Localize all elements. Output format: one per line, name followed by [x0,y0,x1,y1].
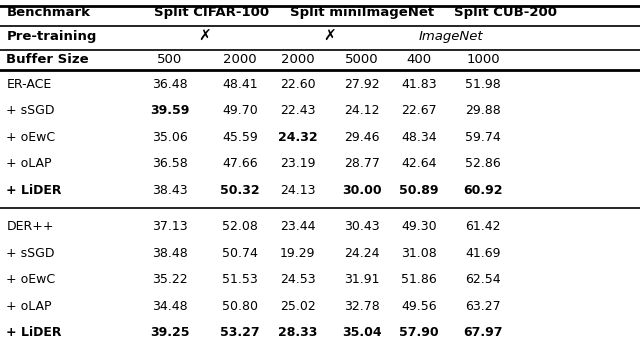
Text: 57.90: 57.90 [399,326,439,337]
Text: 24.53: 24.53 [280,273,316,286]
Text: 48.41: 48.41 [222,78,258,91]
Text: Buffer Size: Buffer Size [6,53,89,66]
Text: 23.19: 23.19 [280,157,316,171]
Text: 25.02: 25.02 [280,300,316,313]
Text: 45.59: 45.59 [222,131,258,144]
Text: 35.04: 35.04 [342,326,381,337]
Text: 50.89: 50.89 [399,184,439,197]
Text: 34.48: 34.48 [152,300,188,313]
Text: 42.64: 42.64 [401,157,437,171]
Text: 51.86: 51.86 [401,273,437,286]
Text: 24.13: 24.13 [280,184,316,197]
Text: 22.43: 22.43 [280,104,316,117]
Text: 51.98: 51.98 [465,78,501,91]
Text: 23.44: 23.44 [280,220,316,233]
Text: 67.97: 67.97 [463,326,503,337]
Text: + sSGD: + sSGD [6,104,55,117]
Text: ImageNet: ImageNet [419,30,483,43]
Text: 5000: 5000 [345,53,378,66]
Text: Split CIFAR-100: Split CIFAR-100 [154,6,269,19]
Text: + LiDER: + LiDER [6,184,62,197]
Text: 2000: 2000 [281,53,314,66]
Text: 50.80: 50.80 [222,300,258,313]
Text: 52.08: 52.08 [222,220,258,233]
Text: 35.06: 35.06 [152,131,188,144]
Text: Split miniImageNet: Split miniImageNet [289,6,434,19]
Text: 36.58: 36.58 [152,157,188,171]
Text: 19.29: 19.29 [280,247,316,259]
Text: 30.43: 30.43 [344,220,380,233]
Text: 51.53: 51.53 [222,273,258,286]
Text: 49.70: 49.70 [222,104,258,117]
Text: + oEwC: + oEwC [6,273,56,286]
Text: 29.88: 29.88 [465,104,501,117]
Text: 500: 500 [157,53,182,66]
Text: 28.33: 28.33 [278,326,317,337]
Text: ER-ACE: ER-ACE [6,78,52,91]
Text: 22.67: 22.67 [401,104,437,117]
Text: 1000: 1000 [467,53,500,66]
Text: ✗: ✗ [198,29,211,44]
Text: 37.13: 37.13 [152,220,188,233]
Text: 50.74: 50.74 [222,247,258,259]
Text: 24.24: 24.24 [344,247,380,259]
Text: 41.83: 41.83 [401,78,437,91]
Text: 27.92: 27.92 [344,78,380,91]
Text: 32.78: 32.78 [344,300,380,313]
Text: Benchmark: Benchmark [6,6,90,19]
Text: 39.59: 39.59 [150,104,189,117]
Text: ✗: ✗ [323,29,336,44]
Text: 49.30: 49.30 [401,220,437,233]
Text: 38.43: 38.43 [152,184,188,197]
Text: DER++: DER++ [6,220,54,233]
Text: 50.32: 50.32 [220,184,260,197]
Text: 35.22: 35.22 [152,273,188,286]
Text: 62.54: 62.54 [465,273,501,286]
Text: 47.66: 47.66 [222,157,258,171]
Text: 49.56: 49.56 [401,300,437,313]
Text: 39.25: 39.25 [150,326,189,337]
Text: 52.86: 52.86 [465,157,501,171]
Text: 36.48: 36.48 [152,78,188,91]
Text: 60.92: 60.92 [463,184,503,197]
Text: 38.48: 38.48 [152,247,188,259]
Text: + sSGD: + sSGD [6,247,55,259]
Text: Split CUB-200: Split CUB-200 [454,6,557,19]
Text: 400: 400 [406,53,432,66]
Text: 22.60: 22.60 [280,78,316,91]
Text: 29.46: 29.46 [344,131,380,144]
Text: 53.27: 53.27 [220,326,260,337]
Text: + LiDER: + LiDER [6,326,62,337]
Text: 48.34: 48.34 [401,131,437,144]
Text: 30.00: 30.00 [342,184,381,197]
Text: + oLAP: + oLAP [6,157,52,171]
Text: 2000: 2000 [223,53,257,66]
Text: 24.12: 24.12 [344,104,380,117]
Text: 59.74: 59.74 [465,131,501,144]
Text: 61.42: 61.42 [465,220,501,233]
Text: 31.08: 31.08 [401,247,437,259]
Text: 41.69: 41.69 [465,247,501,259]
Text: 63.27: 63.27 [465,300,501,313]
Text: Pre-training: Pre-training [6,30,97,43]
Text: + oLAP: + oLAP [6,300,52,313]
Text: 31.91: 31.91 [344,273,380,286]
Text: 28.77: 28.77 [344,157,380,171]
Text: 24.32: 24.32 [278,131,317,144]
Text: + oEwC: + oEwC [6,131,56,144]
